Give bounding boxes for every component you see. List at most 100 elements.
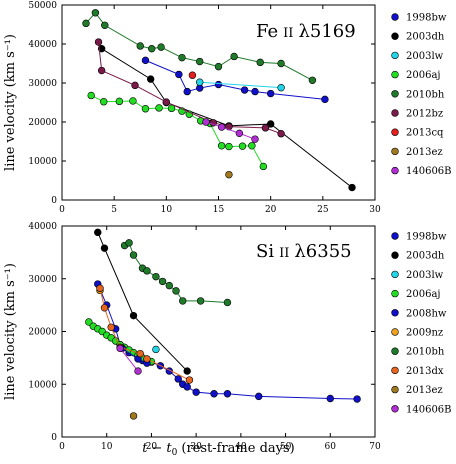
legend-label-2012bz: 2012bz [406, 109, 443, 120]
legend-label-2006aj: 2006aj [406, 289, 441, 300]
series-line-2013dx [99, 288, 190, 381]
y-tick-label: 40000 [28, 222, 57, 232]
data-point-2012bz [94, 38, 103, 46]
x-tick-label: 40 [235, 442, 247, 452]
title-element: Fe [256, 21, 278, 42]
data-point-1998bw [175, 70, 183, 79]
legend-label-2010bh: 2010bh [406, 89, 445, 100]
legend-label-2009nz: 2009nz [406, 328, 443, 339]
data-point-1998bw [223, 390, 232, 398]
legend-marker-2003lw [391, 270, 399, 279]
data-point-1998bw [210, 390, 218, 398]
legend-marker-2003dh [391, 32, 399, 40]
series-line-2003dh [97, 232, 188, 372]
x-axis-label: t − t0 (rest-frame days) [142, 441, 294, 458]
data-point-2010bh [91, 9, 100, 17]
legend-marker-2013ez [391, 385, 399, 394]
data-point-2010bh [214, 62, 223, 71]
data-point-1998bw [266, 89, 275, 98]
data-point-2012bz [162, 98, 171, 106]
data-point-140606B [217, 123, 226, 131]
legend-label-2008hw: 2008hw [406, 308, 447, 319]
series-2006aj [87, 91, 268, 171]
data-point-140606B [235, 129, 244, 138]
x-tick-label: 70 [369, 442, 381, 452]
series-2012bz [94, 38, 285, 138]
data-point-2006aj [100, 98, 108, 106]
data-point-2003dh [146, 75, 155, 83]
series-2003dh [97, 44, 356, 192]
legend-label-2010bh: 2010bh [406, 347, 445, 358]
legend-marker-2009nz [391, 328, 399, 336]
legend-marker-2013dx [391, 366, 399, 375]
y-axis-label: line velocity (km s⁻¹) [3, 263, 18, 400]
data-point-2003dh [129, 311, 138, 320]
data-point-2006aj [259, 162, 268, 171]
x-tick-label: 50 [280, 442, 292, 452]
data-point-2010bh [172, 287, 180, 295]
data-point-2013cq [188, 71, 197, 79]
title-ion: II [283, 26, 293, 41]
data-point-2010bh [125, 239, 133, 247]
data-point-2006aj [115, 97, 124, 106]
xlabel-t: t [142, 441, 148, 456]
data-point-2013dx [96, 284, 104, 292]
data-point-2003lw [277, 83, 285, 92]
chart-panel-1: 0 5 10 15 20 25 30 0 10000 20000 30000 40000 50000 li… [3, 1, 452, 215]
legend-label-2013ez: 2013ez [406, 147, 443, 158]
series-2010bh [120, 239, 232, 307]
data-point-2010bh [165, 281, 174, 290]
series-140606B [202, 118, 259, 143]
y-tick-label: 30000 [28, 275, 57, 285]
data-point-2012bz [277, 130, 285, 138]
data-point-2010bh [148, 44, 156, 53]
title-wavelength: λ6355 [294, 241, 351, 262]
data-point-1998bw [255, 392, 263, 401]
data-point-2012bz [131, 81, 139, 90]
data-point-2013dx [100, 304, 109, 312]
data-point-2012bz [261, 124, 270, 132]
series-line-140606B [119, 348, 139, 372]
legend-label-1998bw: 1998bw [406, 232, 447, 243]
data-point-2006aj [85, 318, 93, 326]
series-line-2003dh [101, 48, 353, 188]
data-point-2006aj [87, 91, 95, 100]
data-point-1998bw [192, 388, 200, 396]
legend-label-140606B: 140606B [406, 404, 452, 415]
data-point-1998bw [251, 87, 259, 96]
x-tick-label: 5 [111, 205, 117, 215]
series-2010bh [82, 9, 317, 84]
chart-panel-2: 0 10 20 30 40 50 60 70 0 10000 20000 30000 40000 line… [3, 222, 452, 458]
data-point-2013dx [107, 323, 115, 331]
legend-marker-140606B [391, 166, 399, 175]
data-point-2006aj [238, 142, 247, 150]
data-point-2010bh [157, 43, 165, 51]
legend-marker-2010bh [391, 90, 399, 98]
data-point-2010bh [178, 53, 186, 62]
legend-marker-2013ez [391, 147, 399, 156]
xlabel-rest: (rest-frame days) [181, 441, 294, 456]
data-point-2010bh [196, 57, 204, 66]
data-point-2003dh [348, 183, 356, 192]
series-2003lw [196, 78, 285, 92]
x-tick-label: 0 [59, 205, 65, 215]
data-point-2010bh [179, 297, 187, 305]
series-2013cq [188, 71, 197, 79]
series-140606B [116, 344, 142, 375]
data-point-2010bh [196, 297, 205, 305]
y-tick-label: 10000 [28, 157, 57, 167]
data-point-2006aj [217, 142, 226, 150]
data-point-1998bw [141, 56, 150, 65]
legend-marker-2006aj [391, 70, 399, 79]
data-point-2010bh [129, 251, 138, 259]
data-point-1998bw [183, 383, 191, 391]
x-tick-label: 20 [265, 205, 277, 215]
legend-label-2003dh: 2003dh [406, 251, 445, 262]
data-point-2006aj [248, 142, 256, 150]
data-point-2013dx [185, 376, 194, 384]
data-point-2003dh [183, 367, 191, 375]
data-point-2006aj [129, 97, 137, 105]
data-point-2006aj [141, 105, 150, 113]
legend-marker-2003dh [391, 251, 399, 259]
title-ion: II [279, 246, 289, 261]
